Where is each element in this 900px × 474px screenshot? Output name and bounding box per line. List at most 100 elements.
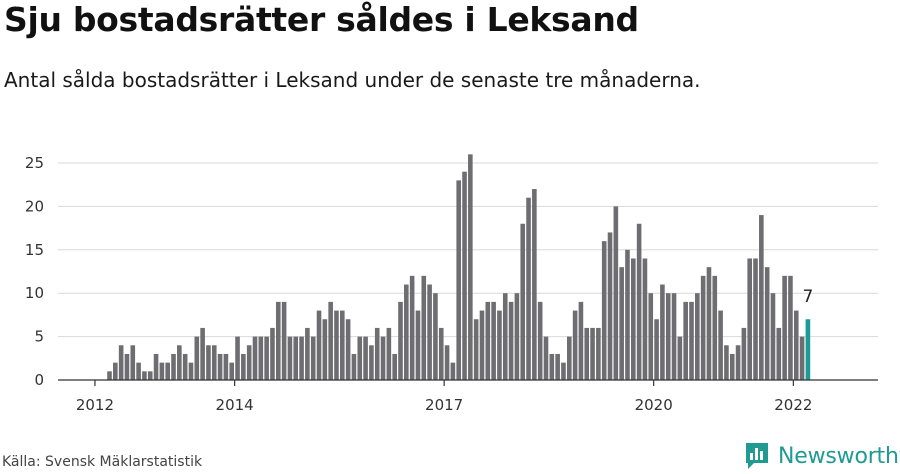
brand-logo[interactable]: Newsworthy — [744, 441, 900, 471]
bar — [124, 353, 130, 380]
bar — [753, 258, 758, 380]
bar — [770, 293, 776, 380]
bar — [287, 336, 293, 380]
bar — [340, 310, 345, 380]
bar — [153, 353, 159, 380]
bar — [177, 345, 182, 380]
bar — [648, 293, 654, 380]
bar — [549, 353, 555, 380]
bar — [188, 362, 194, 380]
bar — [718, 310, 723, 380]
bar — [281, 301, 287, 380]
y-tick-label: 25 — [25, 154, 44, 172]
bar — [200, 327, 205, 380]
bar — [171, 353, 176, 380]
bar — [456, 180, 461, 380]
bar — [782, 275, 787, 380]
bar — [380, 336, 386, 380]
bar — [427, 284, 432, 380]
bar — [147, 371, 153, 380]
bar — [374, 327, 380, 380]
bar — [747, 258, 752, 380]
y-tick-label: 5 — [34, 328, 44, 346]
bar — [625, 249, 630, 380]
bar — [351, 353, 357, 380]
bar — [508, 301, 514, 380]
bar — [613, 206, 619, 380]
bar — [759, 215, 764, 380]
bar — [305, 327, 310, 380]
bar — [642, 258, 648, 380]
bar — [514, 293, 520, 380]
page-title: Sju bostadsrätter såldes i Leksand — [4, 0, 639, 39]
bar — [735, 345, 741, 380]
bar — [398, 301, 403, 380]
bar — [601, 241, 607, 380]
bar — [584, 327, 590, 380]
bar — [246, 345, 252, 380]
bar — [118, 345, 124, 380]
bar — [206, 345, 211, 380]
bar — [264, 336, 269, 380]
x-tick-label: 2017 — [425, 396, 463, 414]
bar — [468, 154, 473, 380]
y-tick-label: 15 — [25, 241, 44, 259]
bar — [706, 267, 712, 380]
bar — [444, 345, 450, 380]
bar — [799, 336, 805, 380]
bar — [695, 293, 700, 380]
bar — [462, 171, 467, 380]
x-axis-ticks: 2012 2014 2017 2020 2022 — [76, 380, 812, 414]
bar — [345, 319, 351, 380]
x-tick-label: 2012 — [76, 396, 114, 414]
bar — [619, 267, 624, 380]
y-tick-label: 10 — [25, 284, 44, 302]
bar — [223, 353, 229, 380]
bar — [590, 327, 595, 380]
bar — [130, 345, 136, 380]
bar — [438, 327, 444, 380]
bar — [165, 362, 170, 380]
bar — [316, 310, 322, 380]
bar — [241, 353, 246, 380]
bar — [532, 189, 537, 380]
bar — [433, 293, 438, 380]
bar — [764, 267, 770, 380]
bar — [258, 336, 264, 380]
x-tick-label: 2020 — [635, 396, 673, 414]
y-axis-ticks: 0 5 10 15 20 25 — [25, 154, 44, 389]
bar — [322, 319, 328, 380]
bar — [182, 353, 188, 380]
x-tick-label: 2022 — [774, 396, 812, 414]
bar — [700, 275, 706, 380]
bar — [660, 284, 665, 380]
y-tick-label: 0 — [34, 371, 44, 389]
bar — [386, 327, 392, 380]
bar — [194, 336, 200, 380]
bar — [631, 258, 636, 380]
bar — [159, 362, 165, 380]
bar — [113, 362, 118, 380]
bar — [671, 293, 677, 380]
bar — [561, 362, 566, 380]
bar — [502, 293, 508, 380]
x-tick-label: 2014 — [216, 396, 254, 414]
bar — [421, 275, 427, 380]
brand-name: Newsworthy — [778, 443, 900, 469]
bar-latest — [805, 319, 811, 380]
bar — [293, 336, 299, 380]
bar — [479, 310, 485, 380]
bar — [415, 310, 421, 380]
bar — [654, 319, 659, 380]
bar — [363, 336, 368, 380]
bar — [328, 301, 333, 380]
bar — [596, 327, 601, 380]
bars — [107, 154, 811, 380]
bar — [450, 362, 456, 380]
bar-chart: 0 5 10 15 20 25 2012 2014 2017 2020 2022 7 — [25, 154, 878, 414]
newsworthy-logo-icon — [746, 443, 768, 469]
bar — [142, 371, 147, 380]
bar — [526, 197, 531, 380]
bar — [741, 327, 747, 380]
bar — [310, 336, 316, 380]
